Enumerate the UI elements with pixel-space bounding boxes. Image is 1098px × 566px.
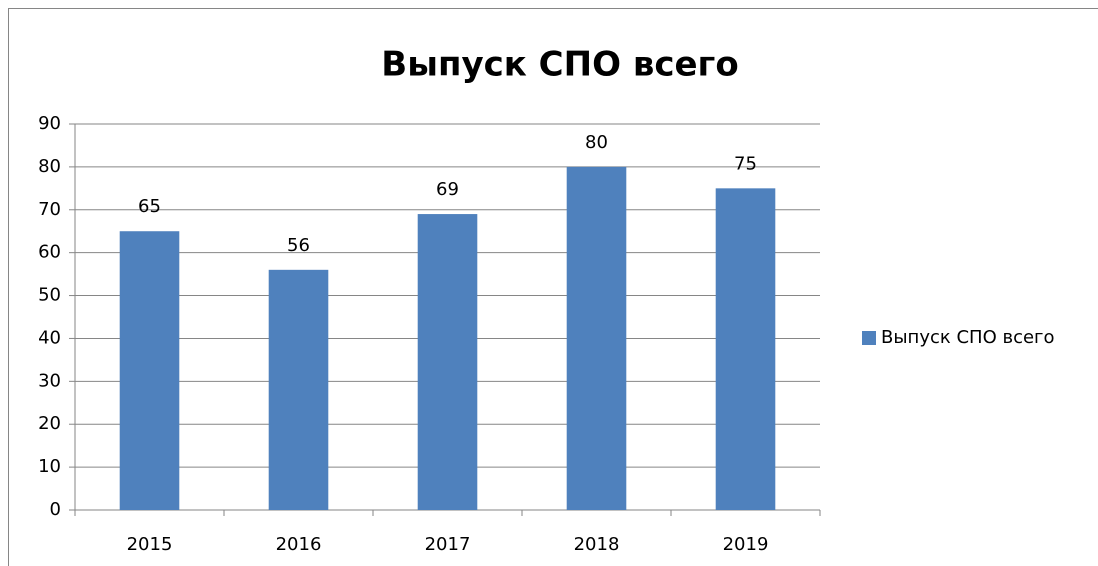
bar [566,166,627,510]
x-tick-label: 2018 [574,534,620,555]
y-tick-label: 20 [38,413,61,434]
x-tick-label: 2016 [276,534,322,555]
y-tick-label: 0 [50,499,61,520]
bar [119,231,180,510]
bar [268,269,329,510]
bar [417,214,478,511]
bar [715,188,776,511]
x-tick-label: 2017 [425,534,471,555]
y-tick-label: 40 [38,327,61,348]
data-label: 69 [436,179,459,200]
data-label: 75 [734,153,757,174]
x-tick-label: 2019 [723,534,769,555]
data-label: 56 [287,235,310,256]
x-tick-label: 2015 [127,534,173,555]
y-tick-label: 10 [38,456,61,477]
data-label: 65 [138,196,161,217]
legend-swatch [862,331,876,345]
y-tick-label: 60 [38,242,61,263]
chart-frame [8,8,1098,566]
chart-title: Выпуск СПО всего [381,45,738,85]
y-tick-label: 80 [38,156,61,177]
legend-label: Выпуск СПО всего [881,327,1055,348]
data-label: 80 [585,132,608,153]
y-tick-label: 30 [38,370,61,391]
y-tick-label: 50 [38,285,61,306]
y-tick-label: 70 [38,199,61,220]
y-tick-label: 90 [38,113,61,134]
